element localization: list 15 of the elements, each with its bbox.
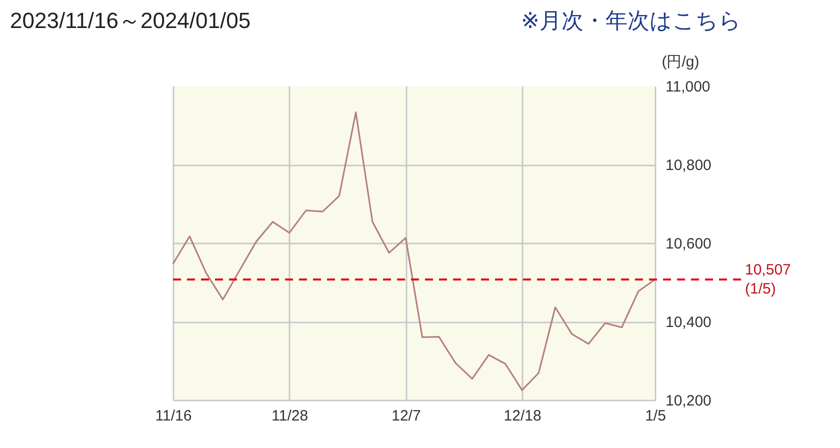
x-tick-label: 11/16 xyxy=(155,408,192,424)
y-axis-title: (円/g) xyxy=(662,54,700,70)
x-tick-label: 11/28 xyxy=(272,408,308,424)
y-tick-label: 10,600 xyxy=(666,236,712,252)
chart-title: 2023/11/16～2024/01/05 xyxy=(10,7,251,35)
ref-line-label: 10,507 (1/5) xyxy=(745,262,791,298)
y-tick-label: 10,200 xyxy=(666,392,712,410)
y-tick-label: 10,400 xyxy=(666,314,712,331)
x-tick-label: 1/5 xyxy=(645,408,666,424)
text: ※月次・年次はこちら xyxy=(521,7,742,35)
y-tick-label: 11,000 xyxy=(666,78,710,96)
line-series xyxy=(172,111,656,391)
y-tick-label: 10,800 xyxy=(666,157,712,174)
x-tick-label: 12/18 xyxy=(504,408,542,424)
x-tick-label: 12/7 xyxy=(392,408,421,424)
